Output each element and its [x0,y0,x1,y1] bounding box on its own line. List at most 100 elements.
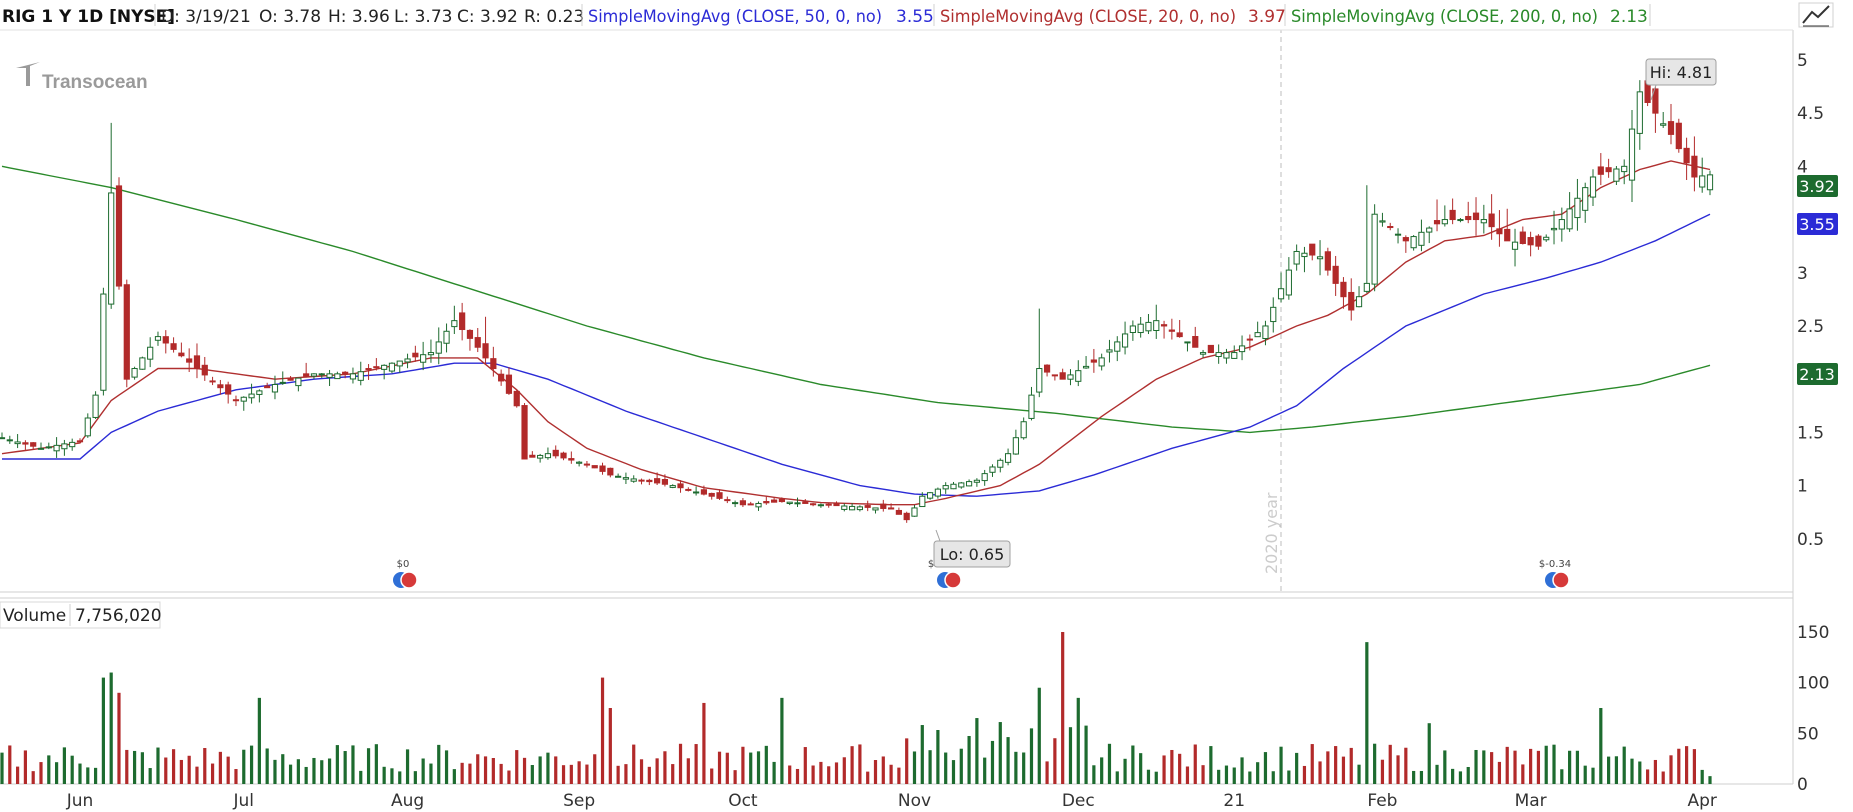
study-sma20-label[interactable]: SimpleMovingAvg (CLOSE, 20, 0, no) [940,7,1236,27]
header-close: C: 3.92 [457,7,518,27]
volume-bar [632,744,636,784]
volume-bar [1061,632,1065,784]
volume-bar [1248,771,1252,784]
volume-bar [1404,747,1408,784]
volume-legend-value: 7,756,020 [75,606,162,626]
candle-body [1004,453,1012,463]
candle-body [1667,121,1675,135]
volume-bar [749,752,753,784]
volume-bar [1053,738,1057,784]
candle-body [193,355,201,370]
volume-bar [522,757,527,784]
earnings-marker-jul[interactable]: $0 [393,559,418,589]
header-symbol[interactable]: RIG 1 Y 1D [NYSE] [2,7,175,27]
volume-bar [1170,749,1174,784]
candle-body [529,454,536,458]
time-tick-label: Jun [66,791,94,811]
candle-body [22,442,29,445]
candle-body [1691,155,1698,178]
candle-body [1184,341,1191,344]
candle-body [1114,341,1121,352]
candle-body [513,390,520,407]
candle-body [318,373,325,376]
volume-bar [1029,728,1034,784]
drawing-tools-icon[interactable] [1798,2,1834,28]
volume-bar [296,759,300,784]
volume-legend: Volume 7,756,020 [0,601,162,629]
volume-bar [132,750,137,784]
volume-axis: 0 50 100 150 [1797,623,1829,795]
candle-body [1192,336,1199,348]
volume-bar [1123,758,1127,784]
candle-body [1582,187,1589,211]
candle-body [1277,288,1285,300]
candle-body [1449,209,1456,221]
candle-body [264,385,271,389]
study-sma50-label[interactable]: SimpleMovingAvg (CLOSE, 50, 0, no) [588,7,882,27]
volume-bar [1685,746,1689,784]
volume-bar [70,755,74,784]
candle-body [1223,352,1230,359]
price-tick-label: 4.5 [1797,104,1824,124]
study-sma200-label[interactable]: SimpleMovingAvg (CLOSE, 200, 0, no) [1291,7,1598,27]
volume-bar [905,738,909,784]
volume-bar [210,763,215,784]
candle-body [1207,344,1214,354]
candle-body [1231,352,1238,359]
volume-bar [1638,761,1642,784]
candle-body [1355,296,1363,308]
volume-bar [226,756,230,784]
volume-bar [639,759,644,784]
volume-bar [967,735,971,784]
earnings-marker-oct[interactable]: $ [928,559,962,589]
candle-body [240,396,247,402]
candle-body [724,499,731,502]
volume-bar [242,749,246,784]
volume-bar [148,768,152,784]
candle-body [201,364,208,376]
volume-bar [951,760,956,784]
candle-body [607,467,614,476]
volume-bar [538,756,542,784]
candle-body [381,364,388,370]
candle-body [427,352,435,356]
candle-body [217,384,224,389]
candle-body [958,482,965,488]
candle-body [1706,174,1714,191]
header-range: R: 0.23 [524,7,584,27]
volume-bar [1092,765,1096,784]
volume-bar [1068,727,1073,784]
earnings-marker-feb[interactable]: $-0.34 [1539,559,1571,589]
candle-body [926,492,934,499]
volume-bar [1037,687,1041,784]
volume-bar [928,750,932,784]
time-tick-label: 21 [1223,791,1245,811]
volume-bar [983,757,987,784]
candle-body [981,473,988,482]
volume-bar [374,744,378,784]
candle-body [170,343,177,350]
candle-body [1605,167,1612,173]
volume-bar [936,730,940,784]
candle-body [162,336,169,344]
volume-bar [546,752,550,784]
candle-body [1145,321,1152,332]
high-callout: Hi: 4.81 [1645,58,1717,101]
volume-bar [569,764,573,784]
candle-body [1387,226,1394,229]
candle-body [1457,219,1464,222]
candle-body [404,358,411,363]
candle-body [856,506,863,511]
volume-bar [1419,770,1424,784]
price-badge-sma200: 2.13 [1797,363,1838,385]
candle-body [209,380,216,383]
candle-body [186,358,193,363]
volume-bar [944,752,948,784]
volume-bar [702,702,706,784]
volume-bar [1115,771,1119,784]
volume-bar [811,765,815,784]
candle-body [1426,227,1433,233]
volume-bar [343,751,347,784]
time-tick-label: Oct [728,791,758,811]
